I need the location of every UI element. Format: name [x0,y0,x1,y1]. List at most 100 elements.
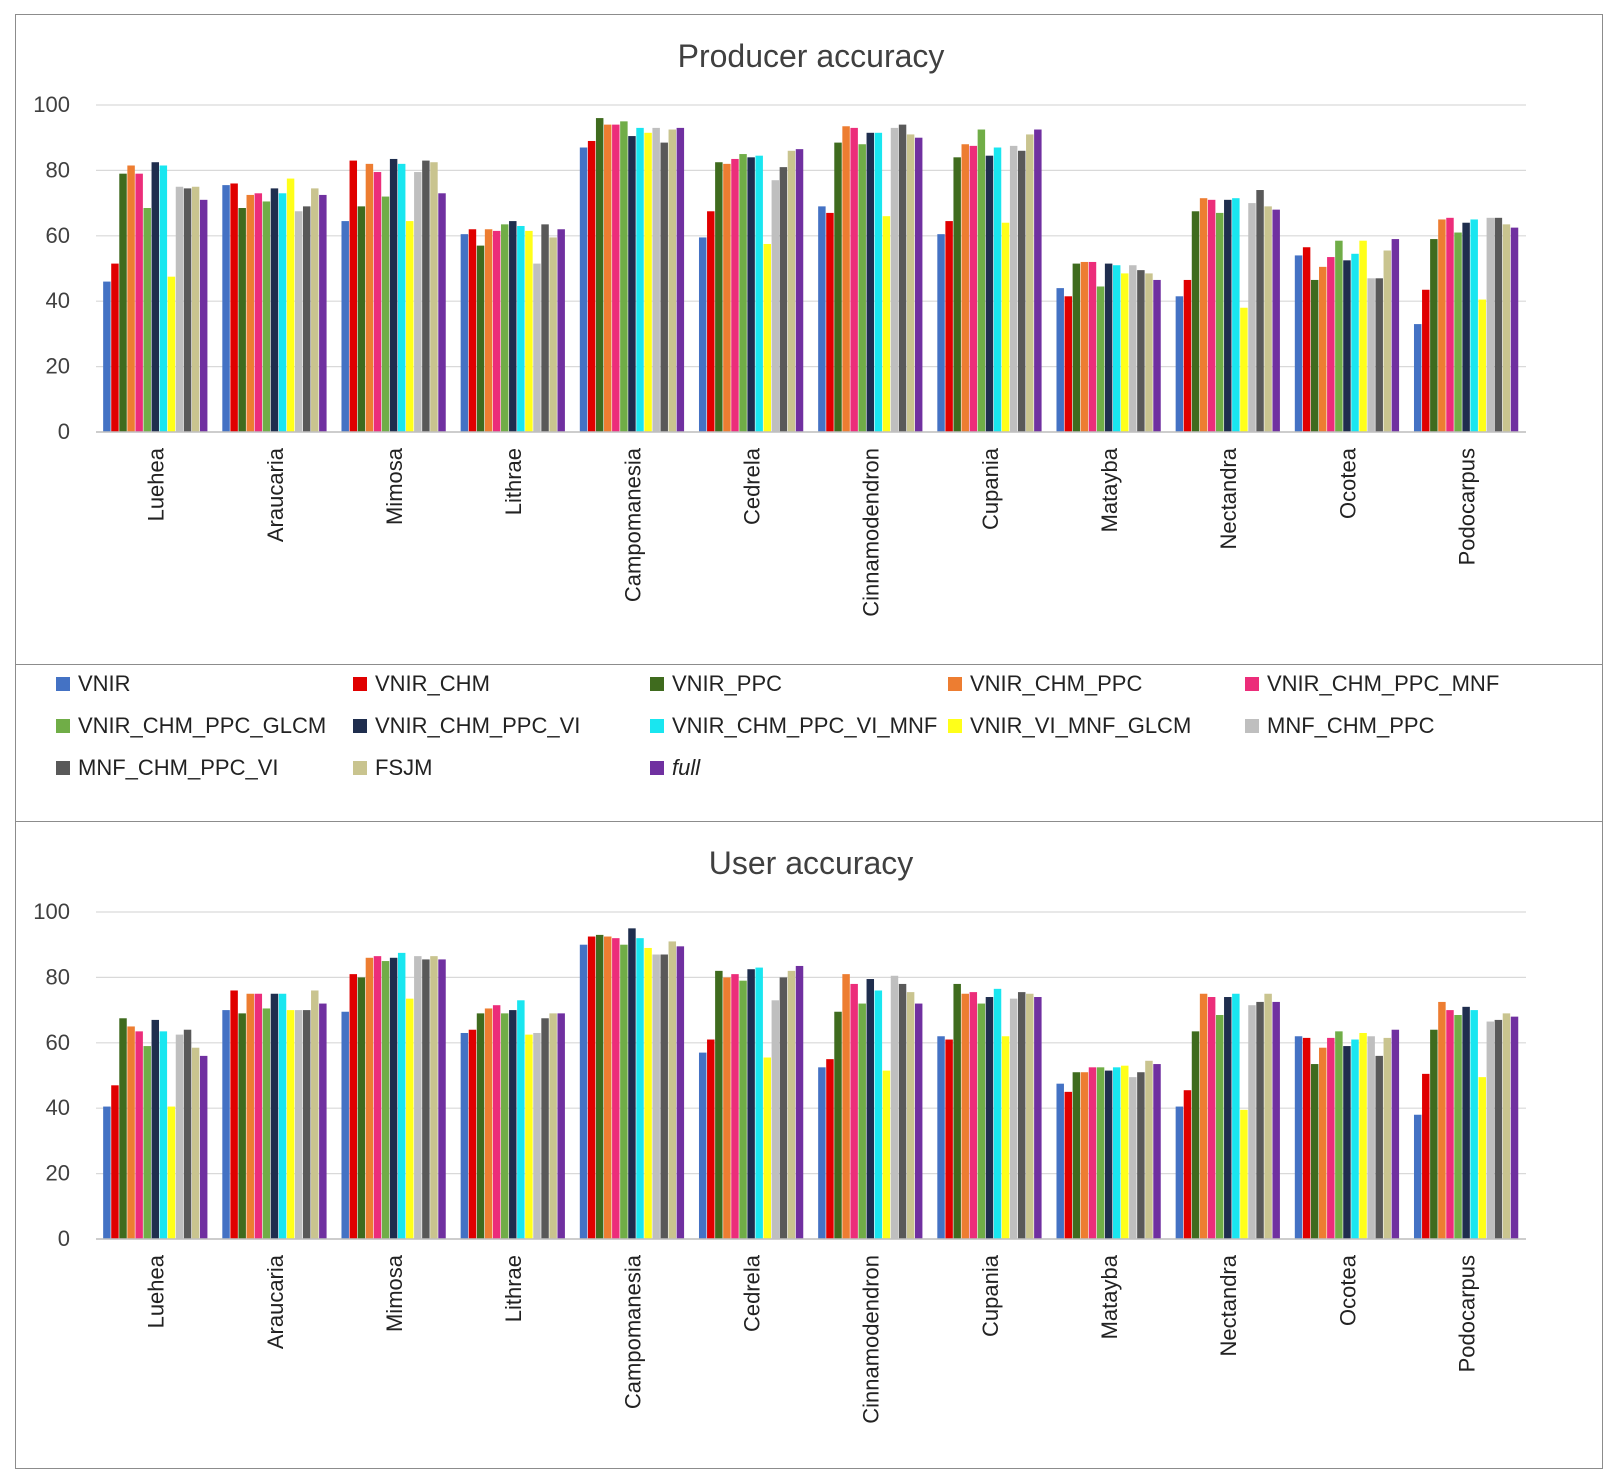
bar [191,1047,200,1239]
bar [747,969,755,1239]
bar [365,957,374,1239]
bar [230,183,238,432]
bar [357,977,366,1239]
bar [914,1003,923,1239]
bar [763,1057,771,1239]
bar [882,1070,891,1239]
bar [191,186,200,432]
bar [1264,993,1272,1239]
bar [1502,1013,1511,1239]
bar [755,967,763,1239]
legend-item: full [650,753,700,783]
bar [541,224,549,432]
bar [771,1000,780,1239]
legend-label: VNIR_CHM_PPC_VI_MNF [672,713,938,738]
bar [1462,1006,1470,1239]
legend-item: VNIR_CHM [353,669,490,699]
y-tick-label: 100 [33,92,70,117]
bar [874,132,883,433]
y-tick-label: 80 [46,964,70,989]
legend-label: VNIR [78,671,131,696]
bar [270,188,279,432]
bar [1367,278,1375,432]
bar [135,1031,143,1239]
bar [890,127,899,432]
bar [111,263,119,432]
bar [1272,209,1280,432]
bar [763,243,771,432]
bar [103,281,111,432]
bar [1510,227,1519,432]
bar [945,221,953,432]
legend-swatch [56,677,70,691]
bar [1129,1077,1137,1239]
bar [628,136,636,432]
bar [414,172,422,432]
bar [357,206,366,432]
bar [1175,1106,1184,1239]
bar [595,118,604,432]
bar [1064,296,1073,432]
x-tick-label: Ocotea [1335,447,1360,519]
bar [1224,997,1232,1239]
bar [747,157,755,432]
bar [1056,1083,1064,1239]
y-tick-label: 20 [46,1161,70,1186]
bar [668,129,677,432]
bar [541,1018,549,1239]
bar [1294,1036,1303,1239]
x-tick-label: Matayba [1097,1254,1122,1339]
legend-item: VNIR_CHM_PPC [948,669,1142,699]
bar [1009,998,1018,1239]
bar [1454,232,1462,432]
bar [1510,1016,1519,1239]
bar [438,959,446,1239]
y-tick-label: 20 [46,354,70,379]
x-tick-label: Lithrae [501,1255,526,1322]
bar [1001,222,1010,432]
bar [509,1010,517,1239]
x-tick-label: Araucaria [263,447,288,542]
bar [604,936,612,1239]
bar [818,1067,826,1239]
bar [993,988,1002,1239]
bar [1153,279,1161,432]
legend-label: FSJM [375,755,433,780]
bar [270,993,279,1239]
bar [183,188,192,432]
bar [961,993,969,1239]
bar [476,1013,485,1239]
bar [1199,198,1208,432]
bar [1207,997,1216,1239]
bar [1343,260,1351,432]
bar [1064,1091,1073,1239]
bar [175,1034,184,1239]
bar [397,952,406,1239]
bar [294,1010,303,1239]
bar [1494,1019,1503,1239]
x-tick-label: Cinnamodendron [859,1255,884,1424]
bar [1319,266,1327,432]
bar [349,974,358,1239]
bar [484,229,493,432]
bar [1191,211,1200,432]
bar [167,1106,176,1239]
bar [1375,278,1383,432]
legend-swatch [353,719,367,733]
chart-title: User accuracy [709,845,914,881]
bar [953,157,961,432]
bar [143,1046,151,1239]
bar [898,124,907,433]
bar [1302,1037,1311,1239]
x-tick-label: Matayba [1097,447,1122,532]
x-tick-label: Cedrela [739,1254,764,1332]
bar [739,154,747,433]
bar [977,1003,986,1239]
bar [1359,1032,1367,1239]
bar [1121,273,1129,432]
bar [199,1055,208,1239]
bar [397,163,406,433]
bar [381,196,390,432]
x-tick-label: Cinnamodendron [859,448,884,617]
y-tick-label: 60 [46,223,70,248]
